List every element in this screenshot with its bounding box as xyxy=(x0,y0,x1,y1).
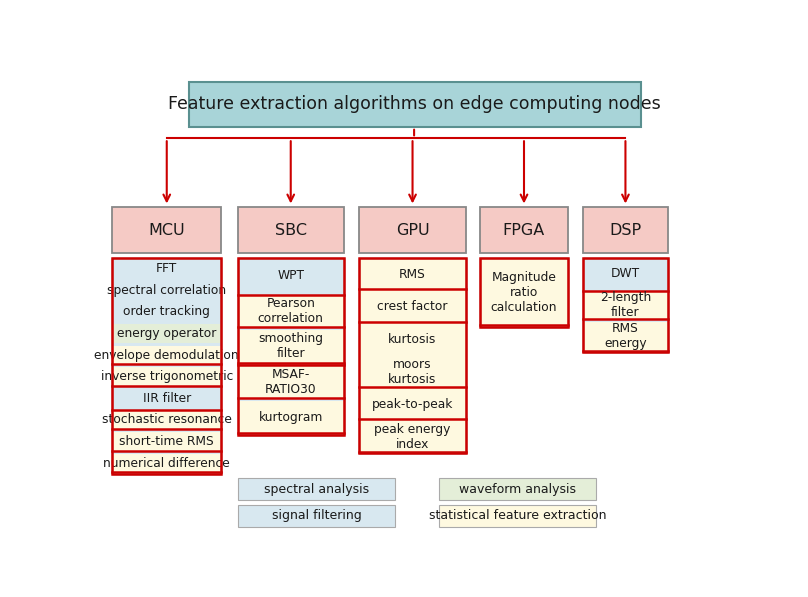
Bar xyxy=(238,294,344,327)
Bar xyxy=(359,259,466,289)
Text: Feature extraction algorithms on edge computing nodes: Feature extraction algorithms on edge co… xyxy=(168,96,661,113)
Text: Magnitude
ratio
calculation: Magnitude ratio calculation xyxy=(490,271,558,314)
Bar xyxy=(238,259,344,292)
Bar xyxy=(112,258,221,474)
Text: RMS
energy: RMS energy xyxy=(604,322,646,350)
Text: moors
kurtosis: moors kurtosis xyxy=(389,358,436,386)
Bar xyxy=(112,258,221,474)
Bar xyxy=(583,322,667,350)
Bar xyxy=(112,303,221,321)
Text: peak-to-peak: peak-to-peak xyxy=(372,398,453,411)
Bar xyxy=(359,292,466,322)
Bar xyxy=(112,389,221,408)
Text: Pearson
correlation: Pearson correlation xyxy=(258,297,324,325)
Bar xyxy=(238,365,344,398)
Text: WPT: WPT xyxy=(277,269,305,282)
Bar xyxy=(583,291,667,319)
Bar xyxy=(112,432,221,451)
Bar xyxy=(112,454,221,472)
Bar xyxy=(238,258,344,435)
Bar xyxy=(238,330,344,362)
Text: MSAF-
RATIO30: MSAF- RATIO30 xyxy=(265,368,317,396)
Text: peak energy
index: peak energy index xyxy=(374,423,451,451)
Bar xyxy=(481,258,567,327)
Bar xyxy=(583,258,667,352)
Bar xyxy=(238,401,344,433)
Text: kurtogram: kurtogram xyxy=(259,411,323,424)
Text: signal filtering: signal filtering xyxy=(271,509,361,522)
Bar xyxy=(238,207,344,253)
Bar xyxy=(481,259,567,325)
Text: IIR filter: IIR filter xyxy=(143,392,191,405)
Bar xyxy=(112,259,221,278)
Text: 2-length
filter: 2-length filter xyxy=(600,291,651,319)
Bar xyxy=(583,258,667,352)
Bar xyxy=(359,422,466,452)
Text: smoothing
filter: smoothing filter xyxy=(259,333,323,361)
Text: spectral correlation: spectral correlation xyxy=(107,284,226,297)
Text: GPU: GPU xyxy=(396,223,429,238)
Text: kurtosis: kurtosis xyxy=(389,333,436,346)
Text: waveform analysis: waveform analysis xyxy=(459,483,576,496)
Text: numerical difference: numerical difference xyxy=(103,457,230,470)
Bar xyxy=(112,258,221,474)
Text: FFT: FFT xyxy=(156,262,178,275)
Text: RMS: RMS xyxy=(399,267,426,281)
Bar xyxy=(238,258,344,435)
Bar xyxy=(238,505,395,527)
Text: DSP: DSP xyxy=(609,223,642,238)
Bar xyxy=(481,207,567,253)
Bar xyxy=(440,478,595,500)
Bar xyxy=(583,207,667,253)
Bar xyxy=(359,389,466,419)
Bar xyxy=(112,324,221,343)
Bar xyxy=(583,258,667,352)
Text: energy operator: energy operator xyxy=(117,327,217,340)
Text: inverse trigonometric: inverse trigonometric xyxy=(100,370,233,383)
Bar xyxy=(481,258,567,327)
Text: statistical feature extraction: statistical feature extraction xyxy=(429,509,606,522)
Bar xyxy=(238,478,395,500)
Text: FPGA: FPGA xyxy=(503,223,545,238)
Text: envelope demodulation: envelope demodulation xyxy=(95,349,239,362)
Text: MCU: MCU xyxy=(149,223,185,238)
Bar xyxy=(359,258,466,453)
Bar xyxy=(583,259,667,288)
Bar xyxy=(359,357,466,387)
Bar xyxy=(112,346,221,364)
Bar xyxy=(112,410,221,429)
Bar xyxy=(359,258,466,453)
Text: DWT: DWT xyxy=(611,267,640,280)
Bar xyxy=(359,258,466,453)
Text: stochastic resonance: stochastic resonance xyxy=(102,413,232,426)
Bar xyxy=(112,207,221,253)
Bar xyxy=(189,82,641,127)
Text: order tracking: order tracking xyxy=(124,305,210,318)
Bar xyxy=(112,281,221,300)
Bar xyxy=(359,324,466,354)
Text: short-time RMS: short-time RMS xyxy=(120,435,214,448)
Text: crest factor: crest factor xyxy=(377,300,448,313)
Bar xyxy=(481,258,567,327)
Bar xyxy=(440,505,595,527)
Bar xyxy=(359,207,466,253)
Text: SBC: SBC xyxy=(275,223,307,238)
Bar xyxy=(238,258,344,435)
Text: spectral analysis: spectral analysis xyxy=(264,483,369,496)
Bar xyxy=(112,367,221,386)
